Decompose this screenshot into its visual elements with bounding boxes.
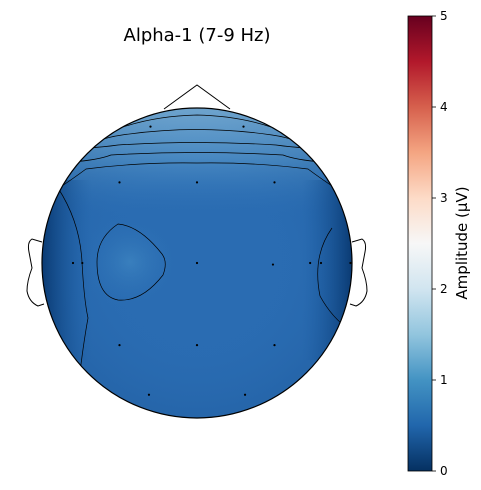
contour-line-5 <box>55 162 339 191</box>
colorbar-tick-label: 5 <box>440 9 448 23</box>
contour-line-1 <box>111 114 283 132</box>
electrode-marker <box>118 181 121 184</box>
electrode-marker <box>118 344 121 347</box>
electrode-marker <box>195 344 199 347</box>
electrode-markers <box>71 125 352 396</box>
electrode-marker <box>195 261 199 265</box>
contour-line-4 <box>71 152 323 163</box>
head-left-ear <box>26 238 45 307</box>
contour-lines <box>55 114 351 373</box>
electrode-marker <box>319 261 323 265</box>
colorbar-tick-label: 2 <box>440 282 448 296</box>
electrode-marker <box>149 125 152 128</box>
electrode-marker <box>147 393 151 396</box>
contour-line-8 <box>317 227 351 331</box>
colorbar: 0 1 2 3 4 5 Amplitude (µV) <box>407 9 471 478</box>
head-nose <box>163 84 231 110</box>
contour-line-6 <box>96 223 166 301</box>
colorbar-label: Amplitude (µV) <box>453 186 471 299</box>
electrode-marker <box>81 261 84 265</box>
contour-line-3 <box>86 142 308 149</box>
electrode-marker <box>242 125 245 128</box>
head-right-ear <box>349 238 368 307</box>
electrode-marker <box>309 261 312 265</box>
electrode-marker <box>349 261 352 265</box>
colorbar-tick-label: 0 <box>440 464 448 478</box>
colorbar-tick-label: 4 <box>440 100 448 114</box>
contour-line-7 <box>57 187 89 373</box>
electrode-marker <box>243 393 247 396</box>
electrode-marker <box>273 344 276 347</box>
colorbar-gradient <box>407 15 433 472</box>
colorbar-tick-label: 1 <box>440 373 448 387</box>
colorbar-tick-label: 3 <box>440 191 448 205</box>
head-outline <box>41 107 353 419</box>
contour-line-2 <box>97 129 297 142</box>
electrode-marker <box>195 181 199 184</box>
electrode-marker <box>271 263 275 266</box>
colorbar-ticks: 0 1 2 3 4 5 <box>432 9 448 478</box>
electrode-marker <box>273 181 276 184</box>
chart-title: Alpha-1 (7-9 Hz) <box>124 25 271 46</box>
electrode-marker <box>71 261 75 265</box>
